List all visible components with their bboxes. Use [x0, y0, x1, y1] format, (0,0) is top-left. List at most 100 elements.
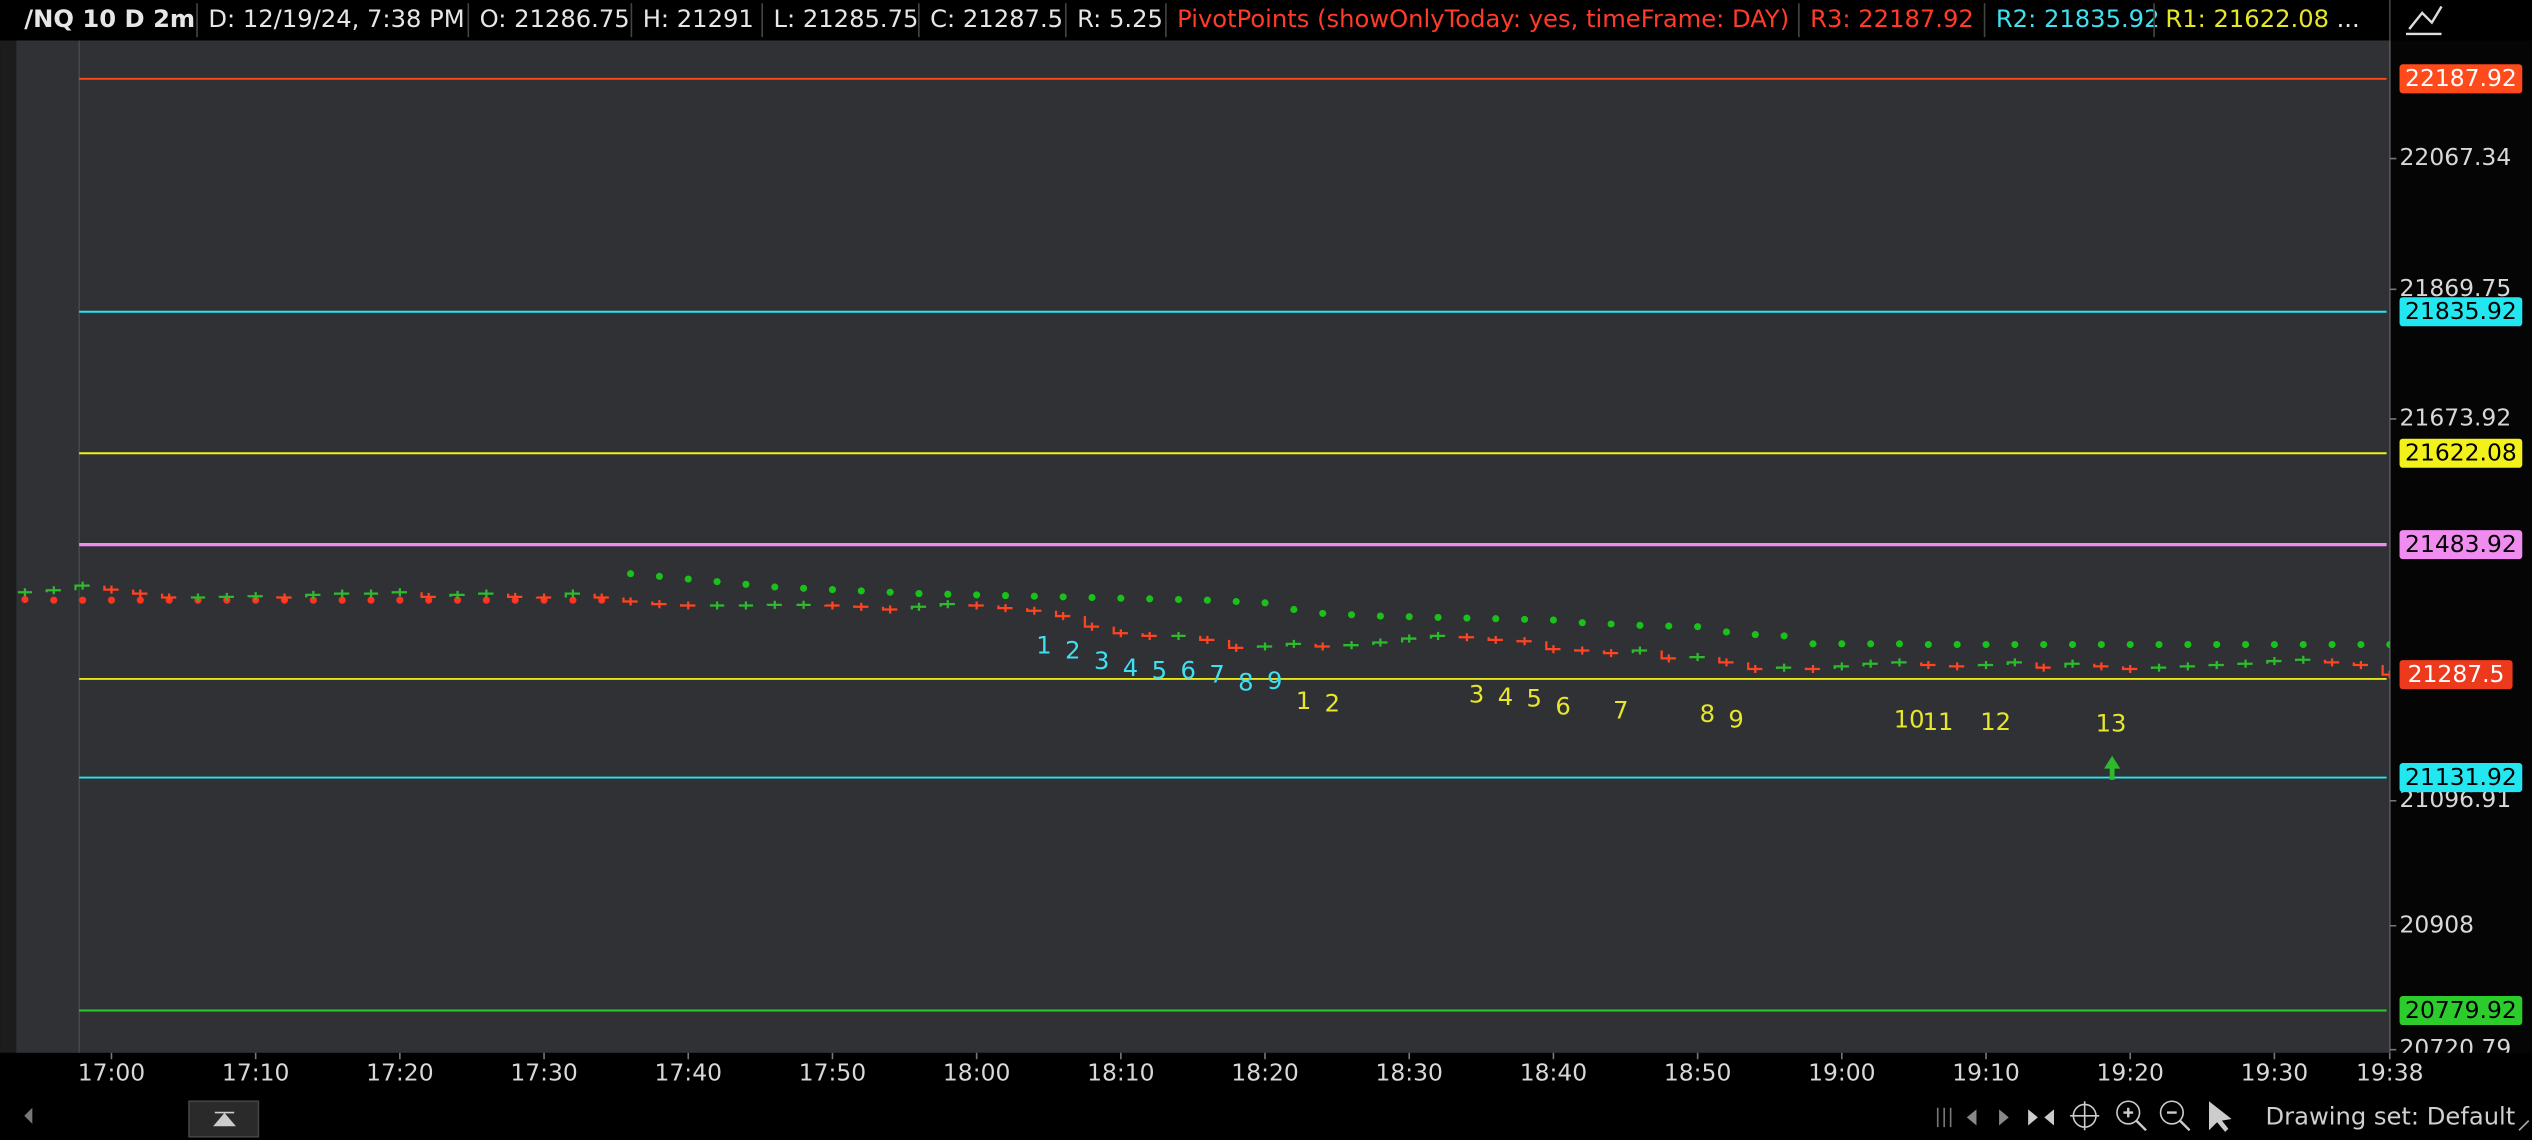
sar-dot [1549, 616, 1557, 624]
sar-dot [2386, 640, 2390, 649]
scroll-forward[interactable] [1999, 1109, 2009, 1126]
price-bar [1775, 663, 1792, 672]
r2-value: R2: 21835.92 [1996, 5, 2160, 33]
price-bar [968, 601, 984, 610]
sar-dot [2328, 640, 2336, 649]
price-bar [2121, 664, 2138, 674]
x-tick-label: 19:10 [1952, 1058, 2019, 1086]
sar-dot [1117, 594, 1125, 602]
sar-dot [1146, 595, 1154, 603]
sar-dot [627, 570, 635, 578]
count-label: 2 [1325, 690, 1340, 718]
zoom-out-icon[interactable] [2159, 1100, 2184, 1125]
sar-dot [886, 588, 894, 596]
count-label: 12 [1980, 708, 2011, 736]
x-tick-label: 19:38 [2356, 1058, 2423, 1086]
sar-dot [1694, 623, 1702, 631]
study-name[interactable]: PivotPoints (showOnlyToday: yes, timeFra… [1177, 5, 1789, 33]
header-bar [0, 0, 2532, 41]
level-badge [2399, 763, 2523, 793]
x-tick-label: 18:30 [1376, 1058, 1443, 1086]
sar-dot [1405, 613, 1413, 621]
count-label: 7 [1209, 660, 1224, 688]
price-bar [1171, 631, 1186, 640]
price-bar [564, 589, 580, 598]
more[interactable]: ... [2337, 5, 2360, 33]
price-bar [391, 588, 407, 597]
header: /NQ 10 D 2m D: 12/19/24, 7:38 PM O: 2128… [0, 0, 2532, 41]
price-bar [160, 593, 177, 602]
level-badge-label: 21835.92 [2405, 297, 2517, 325]
x-tick-label: 18:10 [1087, 1058, 1154, 1086]
price-bar [1891, 658, 1907, 667]
zoom-in-icon[interactable] [2116, 1100, 2141, 1125]
count-label: 4 [1123, 654, 1138, 682]
sar-dot [1059, 593, 1067, 601]
price-bar [1747, 662, 1763, 674]
price-bar [1545, 641, 1561, 654]
price-bar [1141, 631, 1157, 640]
price-bar [939, 600, 955, 609]
price-bar [190, 593, 206, 602]
price-bar [2093, 662, 2109, 671]
fit-icon[interactable] [2028, 1109, 2054, 1126]
sar-dot [973, 591, 981, 599]
sar-dot [800, 584, 808, 592]
count-label: 1 [1036, 631, 1051, 659]
price-bar [997, 604, 1013, 613]
count-label: 7 [1613, 696, 1628, 724]
sar-dot [1492, 615, 1500, 623]
count-label: 10 [1894, 706, 1925, 734]
sar-dot [50, 596, 58, 604]
sar-dot [2097, 640, 2105, 649]
price-bar [2266, 657, 2282, 666]
symbol[interactable]: /NQ 10 D 2m [24, 5, 195, 33]
price-bar [478, 589, 494, 598]
count-label: 8 [1238, 668, 1253, 696]
sar-dot [2213, 640, 2221, 649]
price-bar [1516, 637, 1532, 646]
price-bar [1054, 610, 1071, 621]
sar-dot [1203, 596, 1211, 604]
drawing-set[interactable]: Drawing set: Default [2266, 1102, 2516, 1130]
sar-dot [21, 595, 29, 604]
y-tick-label: 20720.79 [2400, 1034, 2512, 1062]
price-bar [2323, 658, 2340, 667]
sar-dot [2155, 640, 2163, 649]
sar-dot [482, 596, 490, 604]
price-bar [103, 585, 119, 594]
sar-dot [1607, 620, 1615, 628]
scroll-back[interactable] [1966, 1109, 1977, 1126]
r1-value: R1: 21622.08 [2165, 5, 2329, 33]
sar-dot [857, 587, 865, 595]
price-bar [1227, 639, 1244, 652]
price-bar [1372, 638, 1388, 647]
left-rail [0, 40, 17, 1053]
price-bar [449, 590, 465, 599]
count-label: 6 [1180, 656, 1195, 684]
scroll-left[interactable] [24, 1107, 33, 1124]
price-bar [1285, 639, 1301, 648]
sar-dot [2011, 640, 2019, 649]
price-bar [1026, 606, 1042, 615]
cursor-icon[interactable] [2209, 1101, 2232, 1132]
x-tick-label: 17:50 [799, 1058, 866, 1086]
sar-dot [1521, 615, 1529, 623]
count-label: 8 [1700, 700, 1715, 728]
price-bar [276, 593, 292, 602]
price-bar [1458, 633, 1475, 642]
sar-dot [453, 596, 462, 604]
price-bar [1400, 634, 1417, 643]
price-bar [247, 592, 263, 601]
count-label: 9 [1728, 706, 1743, 734]
style-icon[interactable] [2406, 5, 2443, 36]
sar-dot [1434, 613, 1442, 621]
sar-dot [309, 596, 317, 604]
price-bar [1487, 635, 1503, 644]
scroll-grip[interactable] [1936, 1107, 1952, 1128]
sar-dot [1174, 595, 1183, 604]
price-bar [1660, 650, 1676, 663]
price-bar [2064, 659, 2080, 668]
sar-dot [1895, 640, 1904, 648]
